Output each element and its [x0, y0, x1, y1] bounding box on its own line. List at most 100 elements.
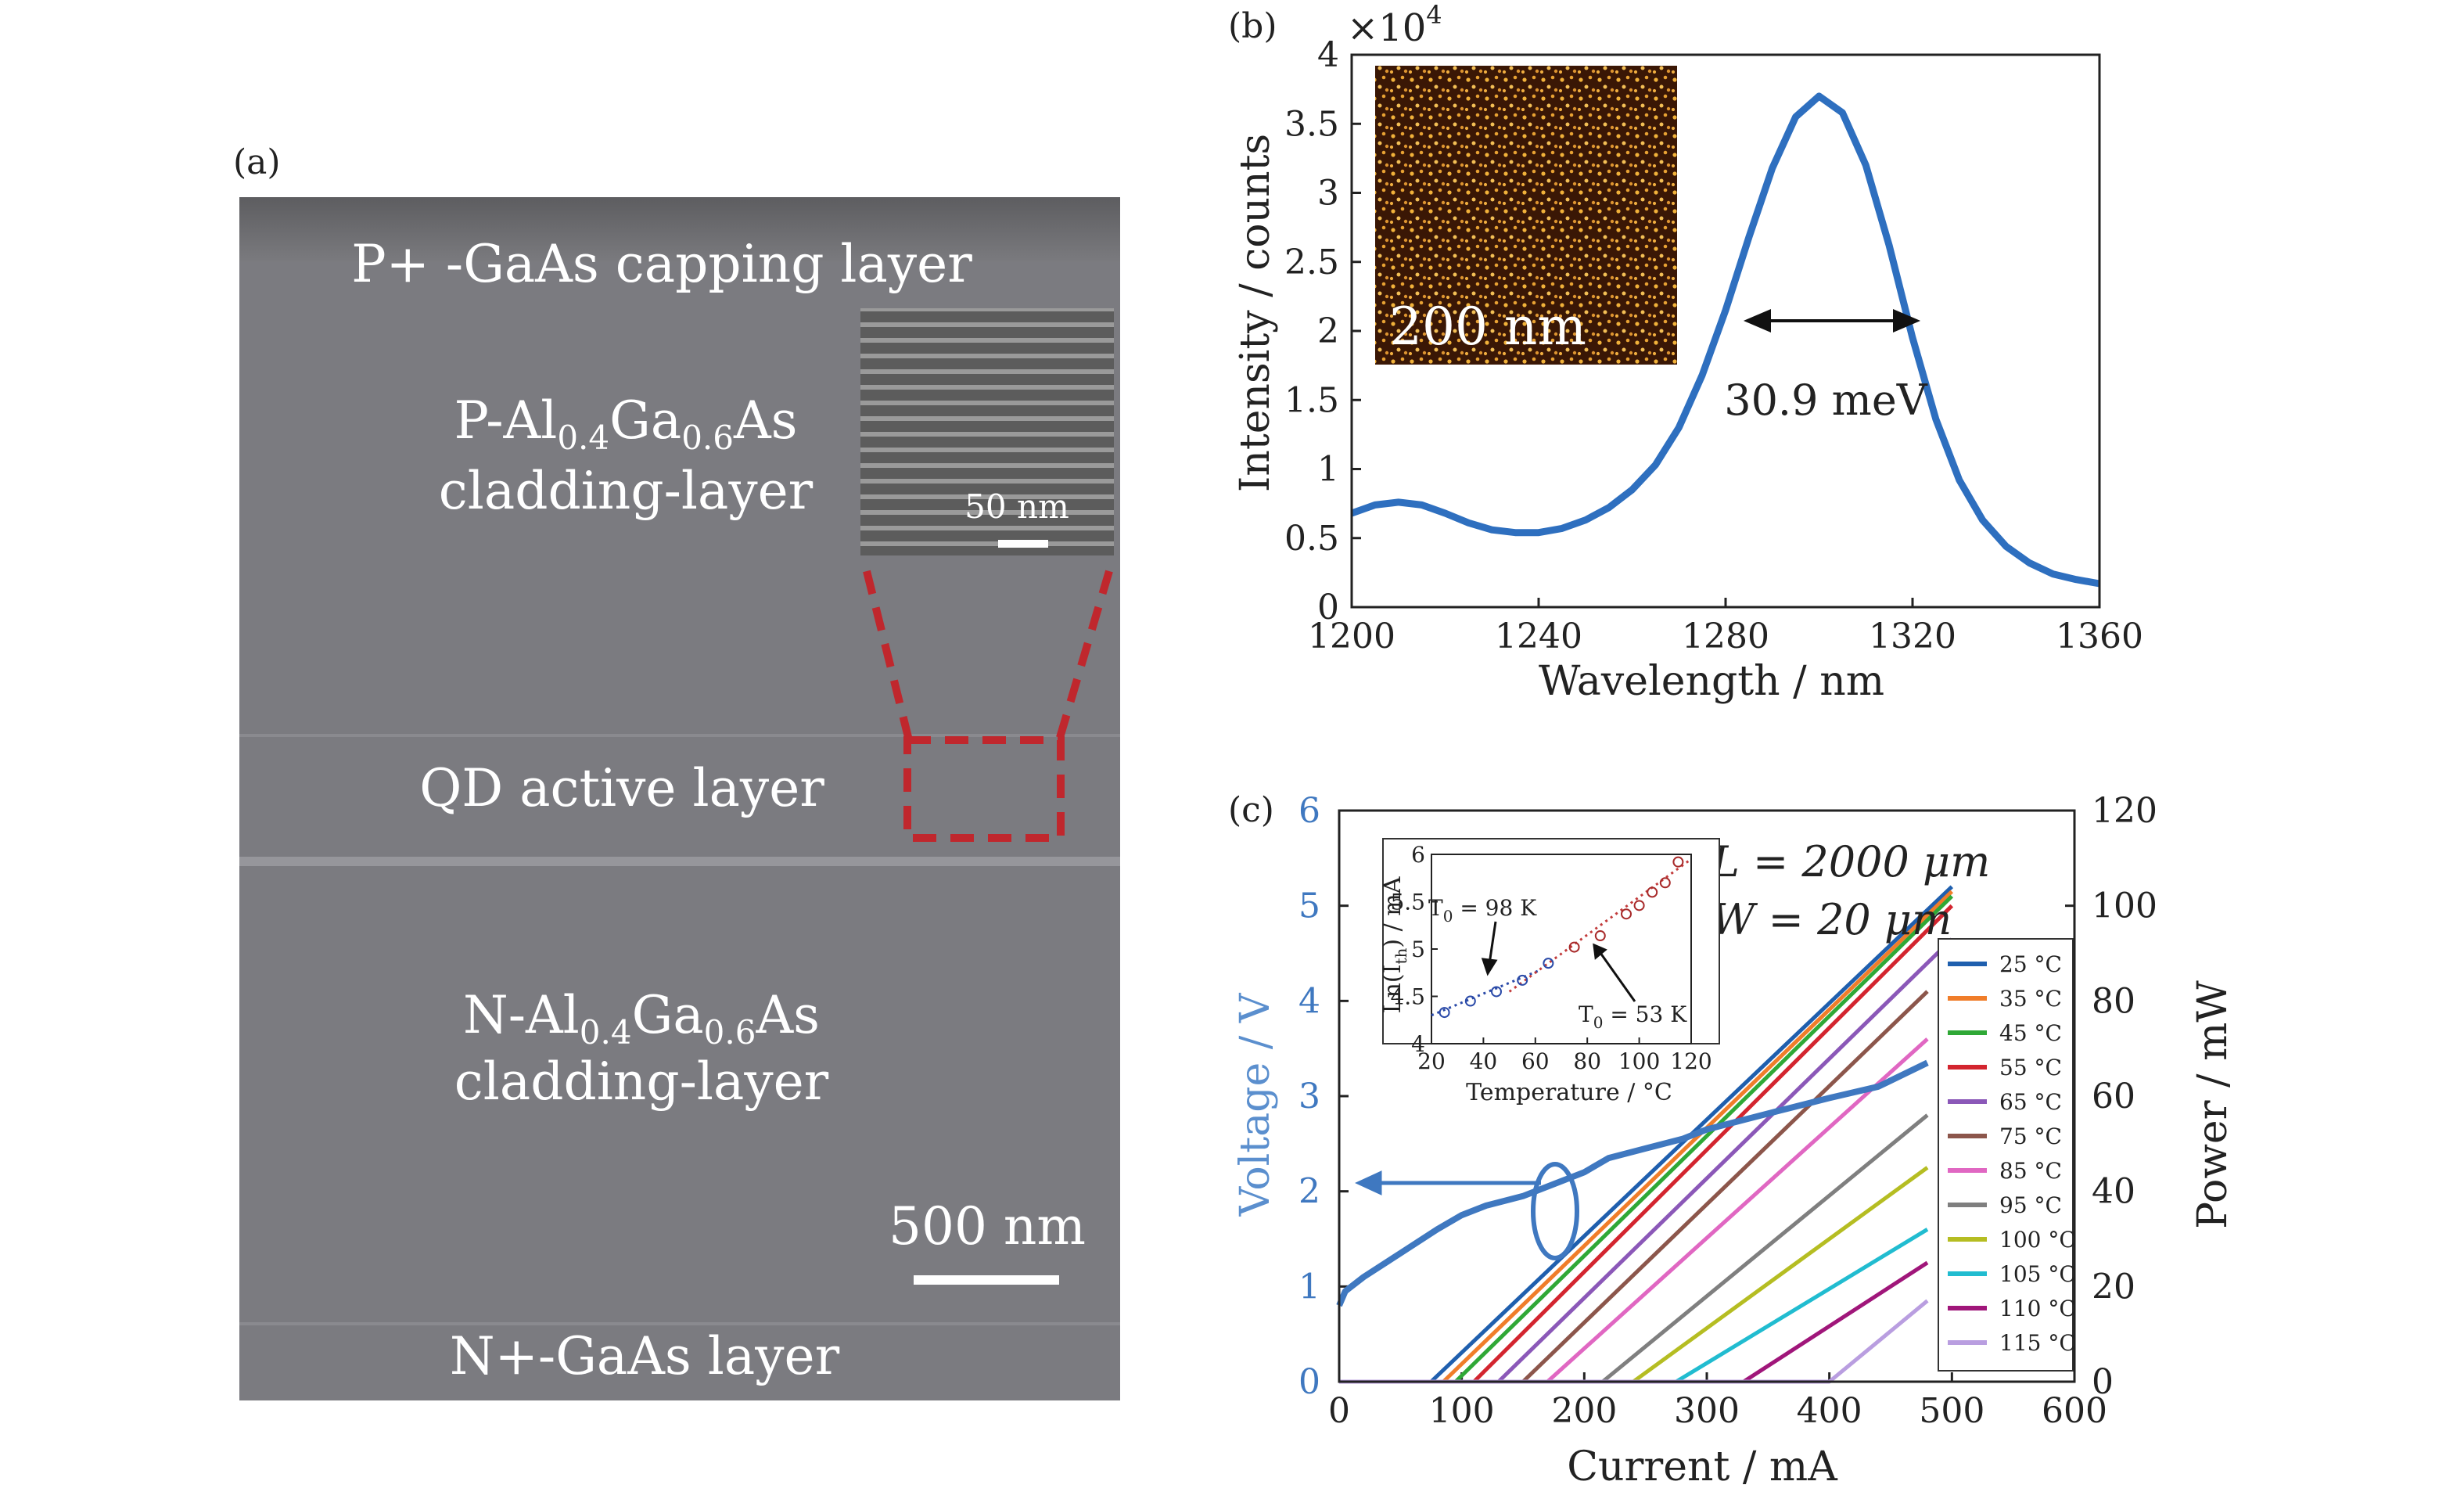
inset-xtick-label: 60 [1521, 1048, 1550, 1074]
panel-b-xtick-label: 1240 [1495, 617, 1582, 656]
sem-layer-divider [239, 734, 1120, 737]
inset-fit-low [1431, 969, 1542, 1017]
sem-layer-divider [239, 1322, 1120, 1325]
power-curve [1339, 1299, 1929, 1384]
panel-b-ytick-label: 2.5 [1284, 243, 1339, 282]
panel-c-xtick-label: 100 [1429, 1391, 1495, 1431]
panel-c-xlabel: Current / mA [1567, 1443, 1838, 1490]
legend-label: 45 °C [1999, 1020, 2062, 1046]
panel-c-ytick-left-label: 5 [1298, 886, 1320, 926]
panel-b-xtick-label: 1360 [2056, 617, 2143, 656]
p-cladding-label-line2: cladding-layer [439, 461, 814, 521]
power-curve [1339, 885, 1954, 1384]
panel-a-label: (a) [233, 142, 281, 182]
legend-label: 75 °C [1999, 1124, 2062, 1149]
voltage-line [1336, 1059, 1929, 1307]
qd-highlight-box [903, 736, 1065, 842]
inset-ylabel: Ln(Ith) / mA [1379, 876, 1410, 1013]
legend-label: 25 °C [1999, 951, 2062, 977]
n-cladding-label: N-Al0.4Ga0.6As [463, 985, 820, 1052]
panel-b-ytick-label: 1.5 [1284, 380, 1339, 420]
inset-point [1647, 886, 1658, 898]
panel-c-ytick-left-label: 1 [1298, 1267, 1320, 1307]
inset-point [1594, 930, 1606, 942]
panel-c-xtick-label: 400 [1797, 1391, 1862, 1431]
p-cladding-label: P-Al0.4Ga0.6As [454, 390, 797, 457]
panel-c-ytick-right-label: 60 [2092, 1077, 2135, 1116]
legend-label: 115 °C [1999, 1330, 2076, 1356]
legend-label: 110 °C [1999, 1296, 2076, 1321]
power-curve [1339, 904, 1954, 1384]
ith-inset [1382, 838, 1720, 1044]
panel-c-ytick-left-label: 2 [1298, 1172, 1320, 1212]
panel-c-ytick-right-label: 80 [2092, 981, 2135, 1021]
panel-b-axes-box [1350, 53, 2101, 609]
zoom-guide-right [1055, 570, 1113, 742]
panel-b-ytick-label: 1 [1317, 450, 1339, 490]
inset-ytick-label: 4 [1411, 1031, 1425, 1057]
inset-arrows [1481, 921, 1636, 1002]
panel-c-axes-box [1338, 809, 2076, 1383]
inset-point [1517, 974, 1528, 986]
panel-b-ylabel: Intensity / counts [1232, 134, 1279, 492]
n-cladding-label-line2: cladding-layer [454, 1052, 829, 1112]
power-curve [1339, 1113, 1929, 1384]
panel-c-label: (c) [1228, 790, 1274, 830]
inset-xtick-label: 40 [1470, 1048, 1498, 1074]
fwhm-arrow [1743, 308, 1921, 333]
panel-b-ytick-label: 3.5 [1284, 104, 1339, 144]
panel-c-xtick-label: 0 [1328, 1391, 1350, 1431]
inset-ytick-label: 5 [1411, 937, 1425, 962]
scale-bar [914, 1275, 1059, 1285]
panel-c-ylabel-left: Voltage / V [1232, 992, 1279, 1217]
panel-c-ytick-right-label: 20 [2092, 1267, 2135, 1307]
inset-ytick-label: 5.5 [1390, 890, 1425, 915]
pl-spectrum-line [1350, 92, 2100, 588]
inset-point [1621, 908, 1632, 920]
scale-bar-label: 500 nm [889, 1196, 1086, 1257]
panel-b-ytick-label: 0 [1317, 588, 1339, 627]
power-legend [1938, 938, 2074, 1372]
inset-ytick-label: 4.5 [1390, 984, 1425, 1010]
legend-label: 55 °C [1999, 1055, 2062, 1080]
tem-inset [860, 308, 1114, 555]
inset-point [1464, 995, 1476, 1007]
legend-label: 95 °C [1999, 1192, 2062, 1218]
panel-b-ytick-label: 3 [1317, 174, 1339, 214]
sem-capping-band [239, 197, 1120, 261]
inset-fit-high [1508, 857, 1692, 993]
inset-t0-high-label: T0 = 53 K [1579, 1001, 1687, 1032]
panel-c-ytick-right-label: 120 [2092, 791, 2157, 831]
voltage-curve-marker [1531, 1162, 1579, 1260]
sem-image [239, 197, 1120, 1400]
sem-layer-divider [239, 857, 1120, 866]
panel-b-ytick-label: 4 [1317, 35, 1339, 75]
ith-inset-plot: 20 40 60 80 100 120 4 4.5 5 5.5 6 [1390, 842, 1712, 1074]
cavity-length-label: L = 2000 μm [1711, 837, 1990, 886]
n-gaas-layer-label: N+-GaAs layer [450, 1326, 840, 1386]
panel-b-ytick-label: 2 [1317, 311, 1339, 351]
inset-scale-bar [998, 540, 1048, 548]
inset-scale-label: 50 nm [964, 487, 1069, 526]
power-curve [1339, 1260, 1929, 1384]
power-legend-entries: 25 °C 35 °C 45 °C 55 °C 65 °C 75 °C 85 °C 95 °C… [1948, 951, 2076, 1356]
inset-point [1659, 877, 1671, 889]
panel-c-ticks: 0 100 200 300 400 500 600012345602040608010012… [1298, 791, 2157, 1431]
inset-point [1439, 1007, 1450, 1019]
afm-scale-label: 200 nm [1389, 297, 1586, 357]
legend-label: 85 °C [1999, 1158, 2062, 1184]
voltage-axis-arrow [1355, 1170, 1541, 1195]
power-curve [1339, 890, 1954, 1384]
ridge-width-label: W = 20 μm [1712, 895, 1952, 944]
panel-b-xtick-label: 1200 [1308, 617, 1395, 656]
legend-label: 105 °C [1999, 1261, 2076, 1287]
panel-b-xtick-label: 1280 [1682, 617, 1769, 656]
legend-label: 65 °C [1999, 1089, 2062, 1115]
panel-c-ytick-left-label: 0 [1298, 1362, 1320, 1402]
legend-label: 100 °C [1999, 1227, 2076, 1253]
inset-xtick-label: 80 [1573, 1048, 1601, 1074]
power-curve [1339, 1166, 1929, 1384]
panel-c-xtick-label: 500 [1919, 1391, 1984, 1431]
